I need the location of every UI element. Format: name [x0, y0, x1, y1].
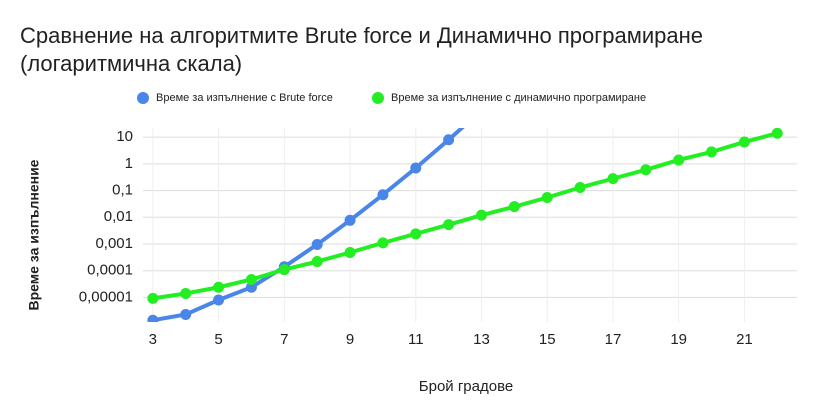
data-point [640, 164, 652, 176]
data-point [443, 134, 455, 146]
x-tick-label: 11 [408, 331, 424, 348]
data-point [213, 281, 225, 293]
series-line [152, 131, 778, 301]
data-point [147, 292, 159, 304]
data-point [607, 173, 619, 185]
y-axis-label: Време за изпълнение [26, 159, 42, 310]
data-point [476, 209, 488, 221]
data-point [541, 192, 553, 204]
data-point [476, 105, 487, 116]
x-tick-label: 7 [280, 331, 288, 348]
x-tick-label: 5 [214, 331, 222, 348]
data-point [410, 228, 422, 240]
data-point [213, 294, 225, 306]
legend-marker [137, 92, 149, 104]
data-point [245, 281, 257, 293]
data-point [245, 273, 257, 285]
y-tick-label: 0,01 [104, 208, 133, 225]
data-point [574, 182, 586, 194]
data-point [147, 314, 159, 322]
x-tick-label: 3 [149, 331, 157, 348]
x-tick-label: 21 [736, 331, 753, 348]
data-point [673, 154, 685, 166]
x-tick-label: 17 [605, 331, 622, 348]
chart-title: Сравнение на алгоритмите Brute force и Д… [20, 23, 703, 76]
plot-area [147, 105, 783, 322]
data-point [771, 128, 783, 139]
y-tick-label: 0,1 [112, 182, 133, 199]
y-tick-label: 10 [116, 128, 133, 145]
legend-label: Време за изпълнение с динамично програми… [391, 92, 646, 104]
data-point [311, 238, 323, 250]
data-point [344, 214, 356, 226]
x-axis-label: Брой градове [419, 378, 513, 395]
y-tick-label: 0,0001 [87, 262, 133, 279]
data-point [311, 256, 323, 268]
x-tick-label: 9 [346, 331, 354, 348]
data-point [443, 219, 455, 231]
data-point [278, 264, 290, 276]
data-point [410, 162, 422, 174]
data-point [180, 288, 192, 300]
legend-label: Време за изпълнение с Brute force [156, 92, 333, 104]
y-tick-label: 0,001 [95, 235, 133, 252]
data-point [738, 136, 750, 148]
data-point [508, 201, 520, 213]
y-tick-label: 0,00001 [79, 288, 133, 305]
y-tick-label: 1 [125, 155, 133, 172]
x-tick-label: 15 [539, 331, 556, 348]
data-point [706, 146, 718, 158]
legend-marker [372, 92, 384, 104]
data-point [344, 246, 356, 258]
data-point [180, 308, 192, 320]
x-tick-label: 19 [670, 331, 687, 348]
data-point [377, 189, 389, 201]
data-point [377, 237, 389, 249]
x-tick-label: 13 [473, 331, 490, 348]
